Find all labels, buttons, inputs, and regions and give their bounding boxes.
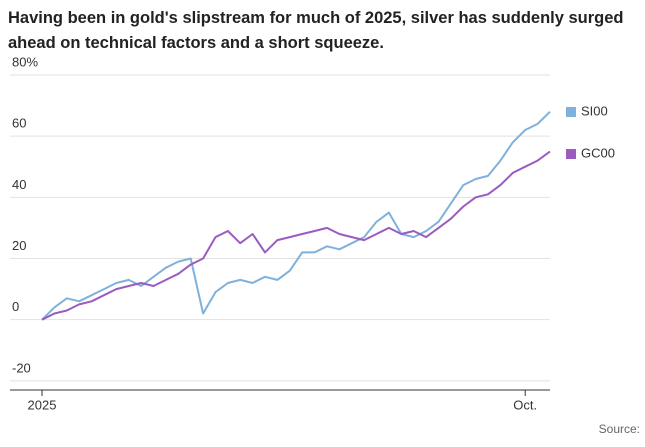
series-line: [41, 150, 551, 321]
legend-label: GC00: [581, 145, 615, 160]
chart-title: Having been in gold's slipstream for muc…: [8, 9, 624, 52]
legend-swatch: [566, 107, 576, 117]
y-tick-label: 80%: [12, 54, 38, 69]
y-tick-label: -20: [12, 360, 31, 375]
x-tick-label: Oct.: [513, 397, 537, 412]
y-tick-label: 20: [12, 238, 26, 253]
legend-swatch: [566, 149, 576, 159]
legend-label: SI00: [581, 103, 608, 118]
y-tick-label: 60: [12, 116, 26, 131]
source: Source:: [599, 422, 640, 436]
y-tick-label: 0: [12, 299, 19, 314]
series-line: [41, 110, 551, 321]
x-tick-label: 2025: [28, 397, 57, 412]
y-tick-label: 40: [12, 177, 26, 192]
